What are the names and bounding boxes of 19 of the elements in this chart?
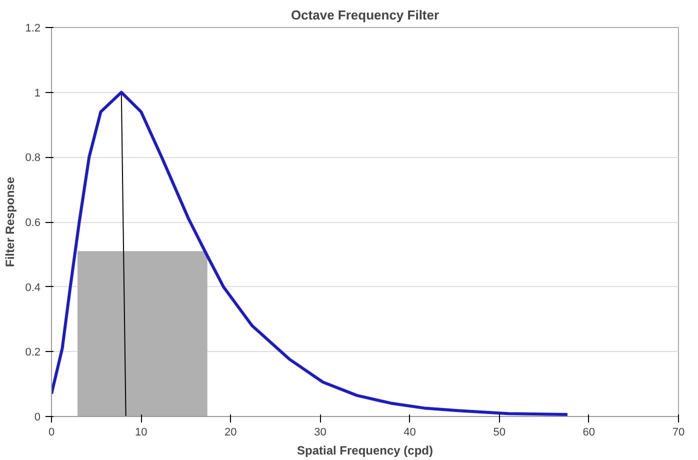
x-tick-label: 70	[672, 426, 685, 438]
chart-title: Octave Frequency Filter	[290, 8, 440, 22]
y-axis-title: Filter Response	[3, 176, 18, 268]
y-tick-label: 0.4	[25, 282, 41, 294]
x-tick-label: 20	[224, 426, 237, 438]
x-tick-label: 50	[493, 426, 506, 438]
y-tick-label: 0.2	[25, 346, 41, 359]
x-tick-label: 10	[134, 426, 148, 438]
x-tick-label: 0	[48, 426, 55, 438]
line-series	[52, 90, 569, 416]
x-tick-label: 60	[582, 426, 596, 438]
x-tick-label: 30	[314, 426, 326, 438]
y-tick-label: 1.2	[25, 22, 41, 34]
y-tick-label: 0.8	[25, 152, 41, 164]
y-tick-label: 0	[34, 412, 41, 424]
y-tick-label: 0.6	[25, 217, 41, 229]
x-tick-label: 40	[404, 426, 416, 438]
x-axis-title: Spatial Frequency (cpd)	[296, 444, 434, 458]
y-tick-label: 1	[34, 87, 41, 100]
